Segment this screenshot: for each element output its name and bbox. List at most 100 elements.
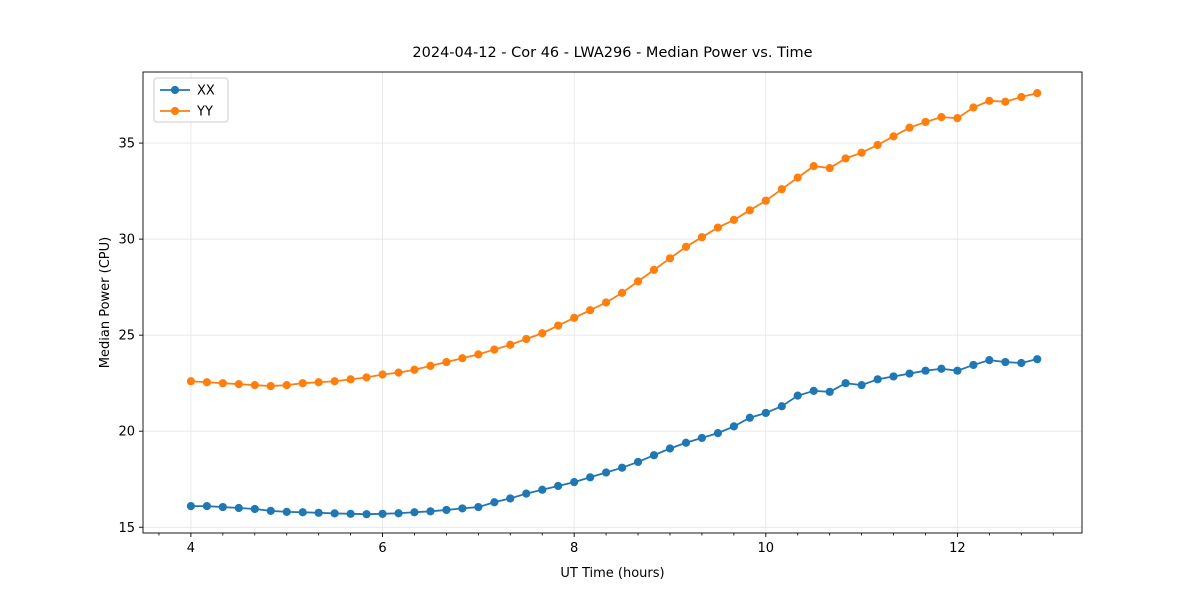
series-XX-marker: [426, 507, 435, 516]
series-XX-marker: [442, 505, 451, 515]
series-YY-marker: [378, 370, 387, 379]
series-YY-marker: [649, 265, 659, 274]
series-YY-marker: [218, 379, 227, 388]
series-XX-marker: [729, 422, 738, 431]
series-XX-marker: [1033, 355, 1042, 364]
series-XX-marker: [554, 481, 563, 491]
series-YY-marker: [665, 254, 675, 263]
series-YY-marker: [953, 114, 962, 123]
series-XX-marker: [362, 510, 371, 519]
series-XX-marker: [697, 433, 706, 443]
x-tick-label: 10: [758, 541, 775, 556]
series-YY-marker: [570, 313, 579, 322]
series-YY-marker: [522, 334, 531, 344]
x-axis-label: UT Time (hours): [560, 566, 664, 581]
y-tick-label: 20: [118, 425, 135, 440]
series-XX-marker: [474, 502, 483, 512]
x-tick-label: 8: [570, 541, 578, 556]
series-YY-marker: [777, 185, 786, 194]
series-XX-marker: [234, 503, 243, 513]
series-XX-marker: [857, 380, 866, 390]
series-XX-marker: [346, 509, 355, 518]
series-XX-marker: [586, 473, 595, 482]
series-XX-marker: [649, 451, 659, 460]
series-XX-marker: [681, 438, 691, 447]
series-XX-marker: [314, 508, 323, 517]
series-XX-marker: [202, 502, 212, 511]
series-YY-marker: [394, 368, 403, 377]
series-XX-marker: [1017, 358, 1026, 368]
series-YY-marker: [745, 206, 754, 215]
series-XX-marker: [793, 391, 802, 400]
series-YY-marker: [601, 298, 611, 307]
series-YY-marker: [1001, 97, 1010, 106]
series-XX-marker: [522, 489, 531, 498]
series-XX-marker: [761, 408, 770, 418]
series-XX-marker: [841, 379, 850, 388]
series-YY-marker: [330, 377, 339, 386]
series-XX-marker: [777, 402, 786, 411]
legend-marker-sample: [170, 85, 180, 95]
series-YY-marker: [809, 162, 818, 171]
series-YY-marker: [1017, 92, 1026, 102]
series-YY-marker: [921, 117, 930, 127]
series-YY-marker: [825, 163, 834, 173]
series-XX-marker: [378, 509, 387, 518]
series-YY-marker: [266, 381, 275, 391]
series-YY-marker: [410, 365, 419, 374]
x-tick-label: 4: [187, 541, 195, 556]
series-YY-marker: [346, 375, 355, 384]
legend-item-label: YY: [196, 105, 213, 120]
series-XX-marker: [873, 375, 882, 384]
series-YY-marker: [506, 340, 515, 349]
series-XX-marker: [218, 502, 227, 512]
series-XX-marker: [889, 372, 898, 381]
series-XX-marker: [1001, 357, 1010, 367]
series-XX-marker: [186, 502, 196, 511]
series-XX-marker: [825, 387, 834, 396]
series-XX-marker: [410, 508, 419, 517]
series-XX-marker: [538, 485, 547, 494]
series-YY-marker: [633, 277, 643, 286]
series-YY-marker: [426, 361, 435, 370]
series-YY-marker: [761, 196, 770, 205]
plot-border: [142, 71, 1083, 534]
series-YY-marker: [681, 242, 691, 251]
series-YY-marker: [586, 306, 595, 315]
series-YY-marker: [202, 378, 212, 387]
series-YY-marker: [298, 379, 307, 388]
series-YY-marker: [538, 329, 547, 338]
series-XX-marker: [617, 463, 627, 472]
series-XX-marker: [394, 509, 403, 518]
series-YY-marker: [729, 215, 738, 225]
series-YY-marker: [617, 288, 627, 297]
series-XX-marker: [330, 509, 339, 518]
x-tick-label: 6: [378, 541, 386, 556]
x-tick-label: 12: [949, 541, 966, 556]
legend-item-label: XX: [197, 84, 215, 99]
y-tick-label: 30: [118, 233, 135, 248]
series-XX-marker: [490, 498, 499, 507]
legend-marker-sample: [170, 106, 180, 116]
y-tick-label: 15: [118, 521, 135, 536]
y-axis-label: Median Power (CPU): [98, 237, 113, 368]
series-XX-marker: [266, 506, 275, 516]
series-YY-marker: [490, 345, 499, 354]
chart-title: 2024-04-12 - Cor 46 - LWA296 - Median Po…: [412, 45, 812, 61]
series-YY-marker: [969, 103, 978, 112]
series-XX-marker: [969, 360, 978, 370]
series-YY-marker: [889, 132, 898, 141]
series-YY-marker: [234, 380, 243, 389]
series-YY-marker: [362, 373, 371, 382]
series-YY-marker: [857, 148, 866, 157]
series-YY-marker: [474, 350, 483, 359]
series-YY-marker: [713, 223, 722, 232]
series-YY-line: [190, 92, 1038, 387]
y-tick-label: 25: [118, 329, 135, 344]
series-XX-marker: [809, 386, 818, 395]
series-YY-marker: [905, 123, 914, 132]
legend-box: [153, 77, 229, 123]
series-XX-marker: [298, 508, 307, 517]
series-YY-marker: [1033, 89, 1042, 98]
